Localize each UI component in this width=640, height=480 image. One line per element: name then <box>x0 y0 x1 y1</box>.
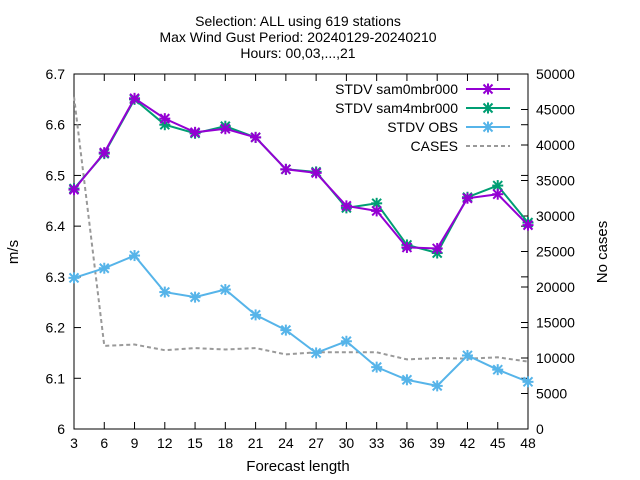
y-tick-label: 6.3 <box>46 269 66 285</box>
x-tick-label: 21 <box>248 435 264 451</box>
x-tick-label: 24 <box>278 435 294 451</box>
data-point-stdv-obs <box>250 309 262 321</box>
data-point-stdv-sam0mbr000 <box>371 205 383 217</box>
chart-title-line-2: Max Wind Gust Period: 20240129-20240210 <box>159 29 436 45</box>
legend-marker-stdv-sam0mbr000 <box>482 83 494 95</box>
data-point-stdv-sam0mbr000 <box>522 219 534 231</box>
data-point-stdv-obs <box>340 335 352 347</box>
legend-label-stdv-sam0mbr000: STDV sam0mbr000 <box>335 81 458 97</box>
legend-label-stdv-sam4mbr000: STDV sam4mbr000 <box>335 100 458 116</box>
x-tick-label: 36 <box>399 435 415 451</box>
data-point-stdv-sam0mbr000 <box>98 147 110 159</box>
x-tick-label: 12 <box>157 435 173 451</box>
x-tick-label: 18 <box>218 435 234 451</box>
x-tick-label: 15 <box>187 435 203 451</box>
series-line-stdv-sam4mbr000 <box>73 97 529 255</box>
y-tick-label: 6.6 <box>46 117 66 133</box>
x-tick-label: 39 <box>429 435 445 451</box>
y-tick-label: 6.1 <box>46 370 66 386</box>
data-point-stdv-sam0mbr000 <box>310 167 322 179</box>
left-axis-ticks: 6 6.1 6.2 6.3 6.4 6.5 6.6 6.7 <box>46 66 528 437</box>
chart-title: Selection: ALL using 619 stations Max Wi… <box>159 13 436 61</box>
data-point-stdv-sam0mbr000 <box>340 200 352 212</box>
y-axis-label: m/s <box>5 240 22 264</box>
y2-tick-label: 5000 <box>536 386 567 402</box>
x-tick-label: 48 <box>520 435 536 451</box>
legend-label-cases: CASES <box>411 138 458 154</box>
x-tick-label: 3 <box>70 435 78 451</box>
data-point-stdv-obs <box>371 361 383 373</box>
data-point-stdv-obs <box>129 250 141 262</box>
y-tick-label: 6 <box>57 421 65 437</box>
x-tick-label: 6 <box>100 435 108 451</box>
x-tick-label: 9 <box>131 435 139 451</box>
data-point-stdv-obs <box>280 324 292 336</box>
y-tick-label: 6.4 <box>46 218 66 234</box>
data-point-stdv-obs <box>219 284 231 296</box>
y2-axis-label: No cases <box>594 221 611 284</box>
legend-marker-stdv-obs <box>482 121 494 133</box>
data-point-stdv-sam0mbr000 <box>68 184 80 196</box>
chart-title-line-1: Selection: ALL using 619 stations <box>195 13 401 29</box>
y2-tick-label: 45000 <box>536 102 575 118</box>
data-point-stdv-sam0mbr000 <box>280 163 292 175</box>
series-line-stdv-obs <box>73 254 529 387</box>
x-tick-label: 30 <box>339 435 355 451</box>
x-tick-label: 45 <box>490 435 506 451</box>
chart-title-line-3: Hours: 00,03,...,21 <box>240 45 355 61</box>
y2-tick-label: 15000 <box>536 315 575 331</box>
x-tick-label: 27 <box>308 435 324 451</box>
legend: STDV sam0mbr000 STDV sam4mbr000 STDV OBS CA… <box>335 81 510 154</box>
data-point-stdv-sam0mbr000 <box>219 123 231 135</box>
data-point-stdv-sam0mbr000 <box>129 92 141 104</box>
data-point-stdv-obs <box>189 291 201 303</box>
y2-tick-label: 35000 <box>536 173 575 189</box>
data-point-stdv-obs <box>522 376 534 388</box>
y2-tick-label: 50000 <box>536 66 575 82</box>
series-layer <box>68 92 534 392</box>
legend-marker-stdv-sam4mbr000 <box>482 102 494 114</box>
data-point-stdv-obs <box>492 364 504 376</box>
y2-tick-label: 25000 <box>536 244 575 260</box>
data-point-stdv-sam0mbr000 <box>492 188 504 200</box>
data-point-stdv-obs <box>401 374 413 386</box>
y2-tick-label: 10000 <box>536 350 575 366</box>
data-point-stdv-obs <box>68 272 80 284</box>
y2-tick-label: 30000 <box>536 208 575 224</box>
data-point-stdv-obs <box>159 286 171 298</box>
data-point-stdv-obs <box>431 380 443 392</box>
data-point-stdv-sam0mbr000 <box>401 241 413 253</box>
data-point-stdv-sam0mbr000 <box>250 131 262 143</box>
data-point-stdv-obs <box>461 349 473 361</box>
legend-label-stdv-obs: STDV OBS <box>387 119 458 135</box>
y2-tick-label: 20000 <box>536 279 575 295</box>
data-point-stdv-obs <box>98 262 110 274</box>
series-line-stdv-sam0mbr000 <box>73 96 529 250</box>
y-tick-label: 6.7 <box>46 66 66 82</box>
x-tick-label: 33 <box>369 435 385 451</box>
data-point-stdv-sam0mbr000 <box>461 192 473 204</box>
series-line-cases <box>73 96 529 363</box>
x-axis-ticks: 3 6 9 12 15 18 21 24 27 30 33 36 39 42 45 48 <box>70 74 536 451</box>
y2-tick-label: 0 <box>536 421 544 437</box>
data-point-stdv-sam0mbr000 <box>159 113 171 125</box>
right-axis-ticks: 0 5000 10000 15000 20000 25000 30000 35000 40000… <box>521 66 575 437</box>
y-tick-label: 6.5 <box>46 167 66 183</box>
y-tick-label: 6.2 <box>46 320 66 336</box>
x-tick-label: 42 <box>460 435 476 451</box>
plot-area-border <box>73 73 529 430</box>
data-point-stdv-obs <box>310 347 322 359</box>
data-point-stdv-sam0mbr000 <box>189 126 201 138</box>
data-point-stdv-sam0mbr000 <box>431 242 443 254</box>
y2-tick-label: 40000 <box>536 137 575 153</box>
x-axis-label: Forecast length <box>246 458 349 475</box>
